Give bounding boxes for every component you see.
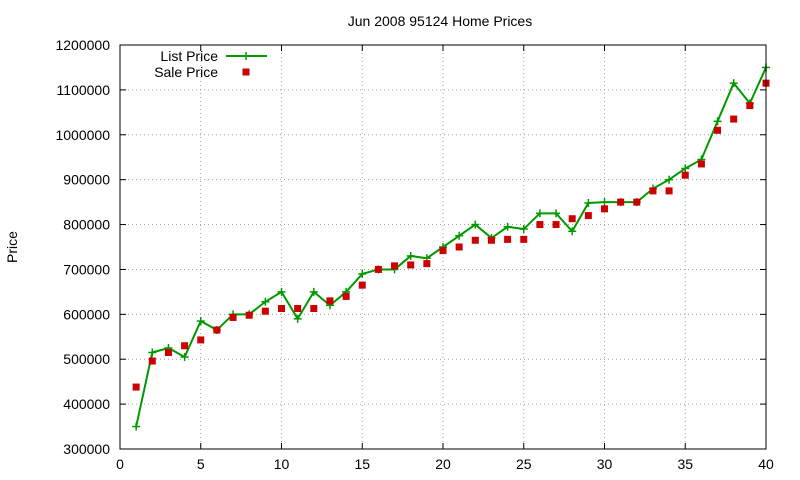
sale-price-point [358,281,366,289]
legend-plus-marker [242,52,250,60]
list-price-point [455,231,464,240]
sale-price-point [487,236,495,244]
list-price-point [713,117,722,126]
x-tick-label: 40 [758,456,774,472]
sale-price-point [504,235,512,243]
list-price-line [135,67,767,427]
x-tick-label: 35 [677,456,693,472]
sale-price-point [439,247,447,255]
sale-price-point [374,265,382,273]
sale-price-point [197,336,205,344]
list-price-point [584,199,593,208]
x-tick-label: 5 [197,456,205,472]
y-tick-label: 1100000 [57,82,111,98]
sale-price-point [342,292,350,300]
x-tick-label: 0 [116,456,124,472]
sale-price-point [245,311,253,319]
x-tick-label: 30 [597,456,613,472]
list-price-point [535,209,544,218]
list-price-point [180,352,189,361]
sale-price-point [536,221,544,229]
list-price-point [406,251,415,260]
list-price-point [681,164,690,173]
sale-price-point [584,212,592,220]
sale-price-point [391,262,399,270]
x-tick-label: 15 [354,456,370,472]
x-tick-label: 20 [435,456,451,472]
sale-price-point [714,126,722,134]
y-tick-label: 400000 [63,396,110,412]
sale-price-point [213,326,221,334]
x-tick-label: 10 [274,456,290,472]
y-axis-label: Price [4,231,20,263]
sale-price-point [552,221,560,229]
sale-price-point [730,115,738,123]
y-tick-label: 500000 [63,351,110,367]
list-price-point [665,175,674,184]
sale-price-series [132,79,770,391]
list-price-point [503,222,512,231]
list-price-point [277,287,286,296]
list-price-series [132,63,770,431]
list-price-point [261,297,270,306]
y-tick-label: 700000 [63,261,110,277]
legend-label: Sale Price [154,64,218,80]
sale-price-point [665,187,673,195]
list-price-point [309,287,318,296]
sale-price-point [278,304,285,312]
y-tick-label: 600000 [63,306,110,322]
sale-price-point [471,236,479,244]
y-tick-label: 900000 [63,172,110,188]
sale-price-point [229,313,237,321]
list-price-point [471,220,480,229]
sale-price-point [164,348,172,356]
sale-price-point [261,307,269,315]
list-price-point [568,227,577,236]
sale-price-point [520,235,528,243]
legend-square-marker [242,68,250,76]
y-tick-label: 300000 [63,441,110,457]
sale-price-point [423,260,431,268]
list-price-point [729,79,738,88]
x-tick-label: 25 [516,456,532,472]
list-price-point [132,422,141,431]
sale-price-point [568,215,576,223]
list-price-point [148,348,157,357]
grid [120,45,766,449]
y-tick-label: 1000000 [55,127,110,143]
sale-price-point [681,171,689,179]
sale-price-point [633,198,641,206]
sale-price-point [181,342,189,350]
sale-price-point [697,160,705,168]
sale-price-point [617,198,625,206]
sale-price-point [746,102,754,110]
sale-price-point [132,383,140,391]
list-price-point [600,198,609,207]
sale-price-point [294,304,302,312]
legend-label: List Price [160,48,218,64]
axes: 0 5 10 15 20 25 30 35 40 300000 400000 500000 600000… [55,37,774,472]
y-tick-label: 800000 [63,217,110,233]
list-price-point [293,314,302,323]
chart-title: Jun 2008 95124 Home Prices [348,13,532,29]
list-price-point [552,209,561,218]
sale-price-point [148,357,156,365]
sale-price-point [407,261,415,269]
y-tick-label: 1200000 [55,37,110,53]
list-price-point [196,317,205,326]
sale-price-point [649,187,657,195]
plot-area [132,63,770,431]
list-price-point [358,269,367,278]
sale-price-point [601,205,608,213]
sale-price-point [310,304,318,312]
sale-price-point [326,297,334,305]
sale-price-point [455,243,463,251]
legend-item-sale-price: Sale Price [154,64,250,80]
list-price-point [519,225,528,234]
legend-item-list-price: List Price [160,48,267,64]
